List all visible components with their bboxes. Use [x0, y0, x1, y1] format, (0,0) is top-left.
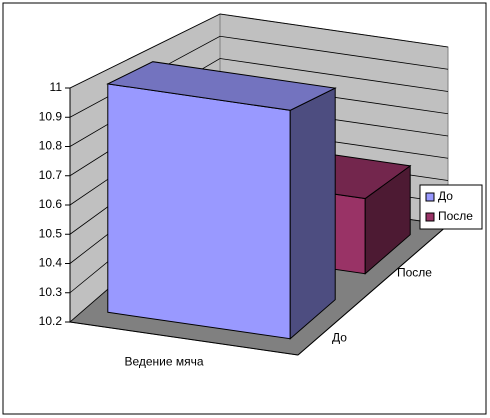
legend-label: До — [438, 189, 453, 203]
bar-side — [289, 87, 336, 340]
y-tick-label: 10.3 — [39, 285, 63, 299]
legend-label: После — [438, 209, 473, 223]
depth-tick-label: До — [332, 331, 347, 345]
y-tick-label: 10.2 — [39, 314, 63, 328]
y-tick-label: 10.7 — [39, 168, 63, 182]
y-tick-label: 10.5 — [39, 226, 63, 240]
depth-axis — [297, 224, 449, 356]
grid-line — [69, 13, 449, 89]
depth-tick-label: После — [397, 266, 432, 280]
bar-top — [106, 61, 337, 111]
y-tick-label: 10.9 — [39, 109, 63, 123]
x-tick-label: Ведение мяча — [124, 355, 203, 369]
y-tick-label: 10.8 — [39, 139, 63, 153]
x-axis — [69, 321, 299, 356]
legend-swatch — [425, 192, 435, 202]
y-tick-label: 10.4 — [39, 256, 63, 270]
legend-box — [419, 184, 483, 230]
legend-swatch — [425, 212, 435, 222]
y-tick-label: 10.6 — [39, 197, 63, 211]
bar-front — [107, 83, 291, 340]
y-tick-label: 11 — [50, 80, 63, 94]
